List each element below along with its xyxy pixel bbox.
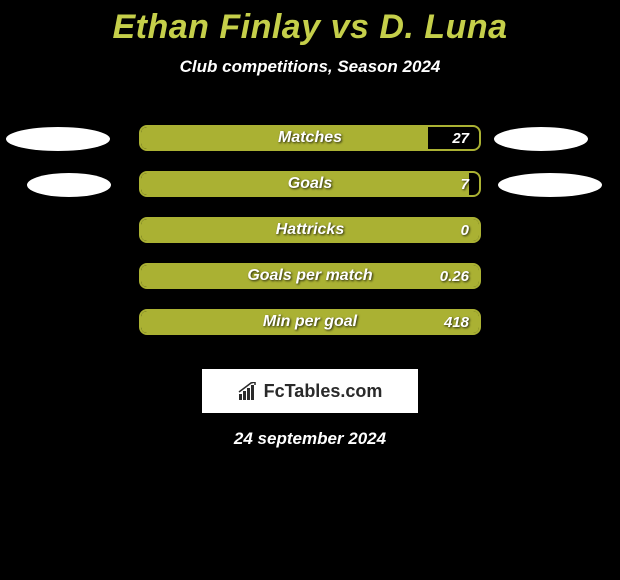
stat-bar: Goals7 [139,171,481,197]
player-marker-right [494,127,588,151]
stat-bar: Min per goal418 [139,309,481,335]
comparison-chart: Matches27 Goals7 Hattricks0 Goals per match… [0,115,620,345]
logo-inner: FcTables.com [238,381,383,402]
stat-bar: Goals per match0.26 [139,263,481,289]
date-text: 24 september 2024 [0,429,620,449]
chart-row: Matches27 [0,115,620,161]
stat-bar-fill [141,311,479,333]
chart-row: Min per goal418 [0,299,620,345]
player-marker-left [27,173,111,197]
stat-bar-fill [141,173,469,195]
stat-bar: Matches27 [139,125,481,151]
bar-chart-icon [238,382,260,400]
stat-bar-fill [141,127,428,149]
stat-bar-fill [141,265,479,287]
stat-value: 27 [452,127,469,149]
chart-row: Goals per match0.26 [0,253,620,299]
logo-text: FcTables.com [264,381,383,402]
page-subtitle: Club competitions, Season 2024 [0,57,620,77]
stat-bar-fill [141,219,479,241]
stat-bar: Hattricks0 [139,217,481,243]
chart-row: Hattricks0 [0,207,620,253]
chart-row: Goals7 [0,161,620,207]
page-title: Ethan Finlay vs D. Luna [0,0,620,47]
player-marker-right [498,173,602,197]
player-marker-left [6,127,110,151]
attribution-logo: FcTables.com [202,369,418,413]
